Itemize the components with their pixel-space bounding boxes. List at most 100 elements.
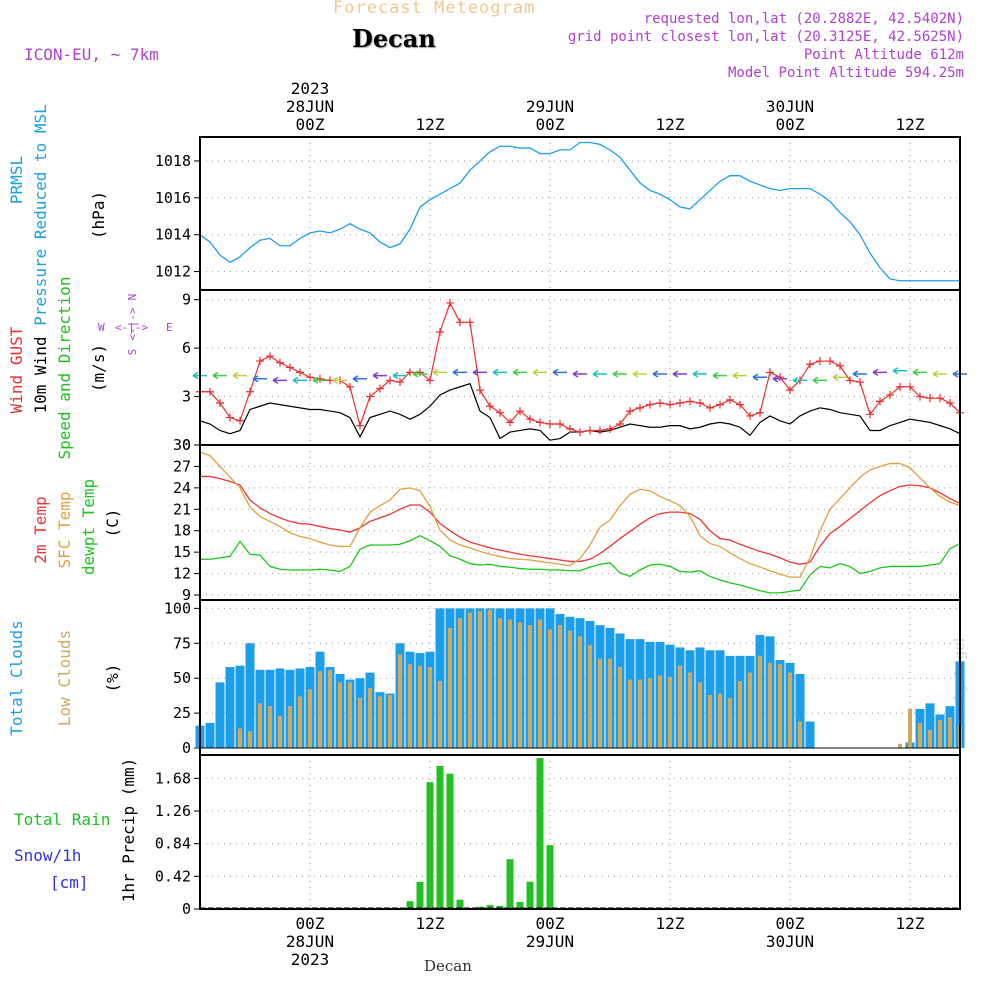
- wind-direction-arrow: [352, 375, 367, 383]
- gust-marker: [546, 420, 554, 429]
- gust-marker: [706, 403, 714, 412]
- low-cloud-bar: [478, 611, 482, 749]
- location-title: Decan: [352, 24, 436, 53]
- wind-unit-label: (m/s): [89, 344, 108, 392]
- low-cloud-bar: [468, 612, 472, 749]
- gust-marker: [776, 373, 784, 382]
- wind-direction-arrow: [512, 368, 527, 376]
- y-tick-label: 100: [164, 599, 191, 617]
- panel-frame: [199, 289, 961, 446]
- top-time-label: 28JUN: [286, 97, 334, 116]
- low-cloud-bar: [798, 721, 802, 749]
- y-tick-label: 9: [182, 586, 191, 604]
- y-tick-label: 1014: [155, 226, 191, 244]
- gust-marker: [456, 318, 464, 327]
- total-cloud-bar: [435, 608, 445, 749]
- gust-marker: [746, 411, 754, 420]
- y-tick-label: 18: [173, 522, 191, 540]
- compass-ns-arrows: <-|->: [126, 307, 139, 340]
- gust-marker: [286, 363, 294, 372]
- temp-2m-label: 2m Temp: [31, 496, 50, 563]
- bottom-time-label: 12Z: [656, 914, 685, 933]
- top-time-label: 30JUN: [766, 97, 814, 116]
- total-cloud-bar: [805, 721, 815, 749]
- rain-bar: [406, 901, 414, 909]
- dewpoint-line: [200, 534, 961, 594]
- snow-label: Snow/1h: [14, 846, 81, 865]
- wind-direction-arrow: [872, 368, 887, 376]
- low-cloud-bar: [788, 672, 792, 749]
- wind-direction-arrow: [652, 370, 667, 378]
- dewpoint-label: dewpt Temp: [79, 479, 98, 575]
- wind-direction-arrow: [472, 368, 487, 376]
- gust-marker: [256, 357, 264, 366]
- low-cloud-bar: [438, 680, 442, 749]
- low-cloud-bar: [348, 682, 352, 749]
- low-cloud-bar: [298, 696, 302, 749]
- pressure-unit-label: (hPa): [89, 191, 108, 239]
- total-cloud-bar: [205, 722, 215, 749]
- rain-bar: [486, 905, 494, 909]
- wind-direction-arrow: [532, 368, 547, 376]
- panel-frame: [199, 754, 961, 910]
- wind-direction-arrow: [392, 371, 407, 380]
- gust-marker: [426, 376, 434, 385]
- y-tick-label: 0: [182, 739, 191, 757]
- low-cloud-bar: [358, 697, 362, 749]
- low-cloud-bar: [328, 669, 332, 749]
- bottom-time-label: 12Z: [896, 914, 925, 933]
- low-cloud-bar: [928, 729, 932, 749]
- gust-marker: [866, 410, 874, 419]
- gust-marker: [886, 390, 894, 399]
- gust-marker: [236, 416, 244, 425]
- wind-speed-label: 10m Wind: [31, 336, 50, 413]
- low-cloud-bar: [238, 728, 242, 749]
- gust-marker: [686, 397, 694, 406]
- gust-marker: [496, 408, 504, 417]
- low-cloud-bar: [708, 694, 712, 749]
- low-cloud-bar: [688, 672, 692, 749]
- y-tick-label: 0: [182, 900, 191, 918]
- top-time-label: 12Z: [656, 115, 685, 134]
- pressure-label: Pressure Reduced to MSL: [31, 104, 50, 326]
- rain-bar: [426, 782, 434, 909]
- gust-marker: [836, 361, 844, 370]
- low-cloud-bar: [718, 693, 722, 749]
- gust-marker: [666, 400, 674, 409]
- panel-frame: [199, 136, 961, 291]
- compass-ew-arrows: <-|->: [115, 321, 148, 334]
- y-tick-label: 21: [173, 500, 191, 518]
- gust-marker: [566, 424, 574, 433]
- wind-direction-arrow: [752, 373, 767, 381]
- rain-label: Total Rain: [14, 810, 110, 829]
- wind-direction-arrow: [692, 370, 707, 378]
- gust-marker: [436, 327, 444, 336]
- low-cloud-bar: [418, 665, 422, 749]
- gust-marker: [896, 382, 904, 391]
- wind-direction-arrow: [312, 376, 327, 385]
- low-cloud-bar: [458, 618, 462, 749]
- bottom-time-label: 00Z: [536, 914, 565, 933]
- low-cloud-bar: [678, 665, 682, 749]
- top-time-label: 29JUN: [526, 97, 574, 116]
- low-cloud-bar: [578, 636, 582, 749]
- gust-marker: [656, 399, 664, 408]
- top-time-label: 2023: [291, 79, 330, 98]
- wind-direction-arrow: [672, 370, 687, 378]
- gust-marker: [346, 382, 354, 391]
- low-cloud-bar: [768, 662, 772, 749]
- rain-bar: [496, 905, 504, 909]
- low-cloud-bar: [398, 654, 402, 749]
- y-tick-label: 1016: [155, 189, 191, 207]
- gust-marker: [526, 415, 534, 424]
- low-cloud-bar: [618, 667, 622, 749]
- gust-marker: [876, 397, 884, 406]
- low-cloud-bar: [368, 687, 372, 749]
- gust-marker: [736, 400, 744, 409]
- top-time-label: 00Z: [776, 115, 805, 134]
- total-cloud-bar: [215, 682, 225, 749]
- wind-direction-arrow: [612, 370, 627, 378]
- gust-marker: [386, 376, 394, 385]
- gust-marker: [646, 400, 654, 409]
